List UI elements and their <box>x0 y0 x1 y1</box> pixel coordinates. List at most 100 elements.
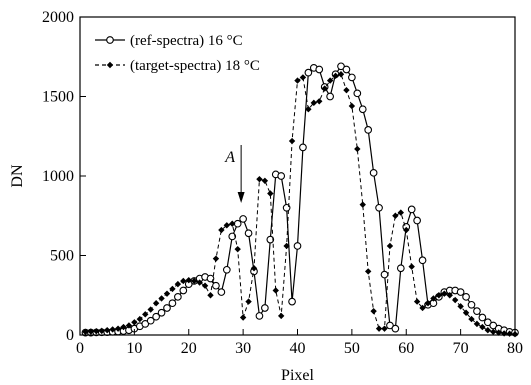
data-point <box>217 288 226 296</box>
data-point <box>114 325 122 332</box>
data-point <box>446 292 453 299</box>
data-point <box>157 308 166 317</box>
annotation-arrowhead <box>237 192 245 203</box>
x-tick-label: 40 <box>290 340 306 357</box>
data-point <box>261 304 269 312</box>
data-point <box>267 190 274 197</box>
data-point <box>424 300 432 307</box>
data-point <box>462 292 470 301</box>
data-point <box>283 242 290 250</box>
x-tick-label: 80 <box>507 340 523 357</box>
data-point <box>348 102 356 110</box>
data-point <box>93 327 100 335</box>
y-tick-label: 1500 <box>42 89 74 106</box>
data-point <box>255 312 264 320</box>
data-point <box>147 306 154 313</box>
data-point <box>484 327 492 334</box>
data-point <box>228 232 237 241</box>
data-point <box>462 309 470 316</box>
data-point <box>332 72 339 80</box>
data-point <box>98 327 105 335</box>
data-point <box>435 292 443 299</box>
data-point <box>396 264 405 273</box>
data-point <box>478 313 487 322</box>
data-point <box>370 307 377 315</box>
y-tick-label: 1000 <box>42 168 74 185</box>
data-point <box>451 296 459 304</box>
data-point <box>354 145 361 153</box>
data-point <box>180 277 187 285</box>
data-point <box>348 73 356 82</box>
data-point <box>245 298 252 305</box>
data-point <box>158 295 165 302</box>
x-tick-label: 70 <box>453 340 469 357</box>
data-point <box>310 99 318 107</box>
legend-marker <box>106 36 114 44</box>
data-point <box>272 287 279 294</box>
x-tick-label: 30 <box>235 340 251 357</box>
data-point <box>239 314 247 321</box>
series-target-spectra <box>82 71 519 338</box>
data-point <box>467 300 476 309</box>
data-point <box>353 89 362 98</box>
data-point <box>408 263 415 270</box>
data-point <box>337 71 345 78</box>
data-point <box>152 300 160 307</box>
data-point <box>201 282 209 289</box>
data-point <box>229 220 236 227</box>
y-tick-label: 2000 <box>42 9 74 26</box>
data-point <box>174 280 182 288</box>
y-tick-label: 0 <box>66 327 74 344</box>
legend-entry: (ref-spectra) 16 °C <box>130 33 243 49</box>
data-point <box>326 77 334 84</box>
data-point <box>146 316 155 325</box>
legend-entry: (target-spectra) 18 °C <box>130 58 260 74</box>
data-point <box>326 92 334 101</box>
data-point <box>358 105 367 114</box>
data-point <box>490 328 497 336</box>
data-point <box>457 303 464 310</box>
series-layer <box>81 62 519 338</box>
data-point <box>391 324 400 333</box>
data-point <box>479 323 486 331</box>
data-point <box>168 299 177 308</box>
data-point <box>473 320 481 328</box>
data-point <box>142 311 149 318</box>
data-point <box>277 312 285 320</box>
data-point <box>152 312 160 321</box>
data-point <box>369 168 378 177</box>
data-point <box>125 322 133 329</box>
data-point <box>473 307 481 316</box>
data-point <box>381 325 388 332</box>
y-tick-label: 500 <box>50 248 74 265</box>
data-point <box>288 137 296 145</box>
data-point <box>82 328 89 336</box>
data-point <box>392 212 399 219</box>
data-point <box>380 270 389 279</box>
data-point <box>207 292 214 299</box>
data-point <box>174 292 182 301</box>
data-point <box>375 325 383 332</box>
data-point <box>315 65 324 74</box>
data-point <box>250 265 258 272</box>
data-point <box>206 274 215 283</box>
data-point <box>364 268 372 275</box>
data-point <box>266 235 275 244</box>
data-point <box>136 315 144 323</box>
data-point <box>190 277 198 285</box>
data-point <box>375 203 383 212</box>
x-tick-label: 10 <box>126 340 142 357</box>
data-point <box>109 326 116 333</box>
data-point <box>179 286 188 295</box>
legend-marker <box>106 61 114 69</box>
data-point <box>299 143 307 152</box>
ticks-layer: 0 10 20 30 40 50 60 70 80 0 500 1000 1500 2000 <box>42 9 523 357</box>
data-point <box>294 77 301 84</box>
data-point <box>430 295 437 302</box>
data-point <box>222 265 231 274</box>
data-point <box>277 172 286 180</box>
data-point <box>223 222 231 229</box>
data-point <box>212 255 220 262</box>
data-point <box>103 327 111 334</box>
data-point <box>299 74 307 81</box>
